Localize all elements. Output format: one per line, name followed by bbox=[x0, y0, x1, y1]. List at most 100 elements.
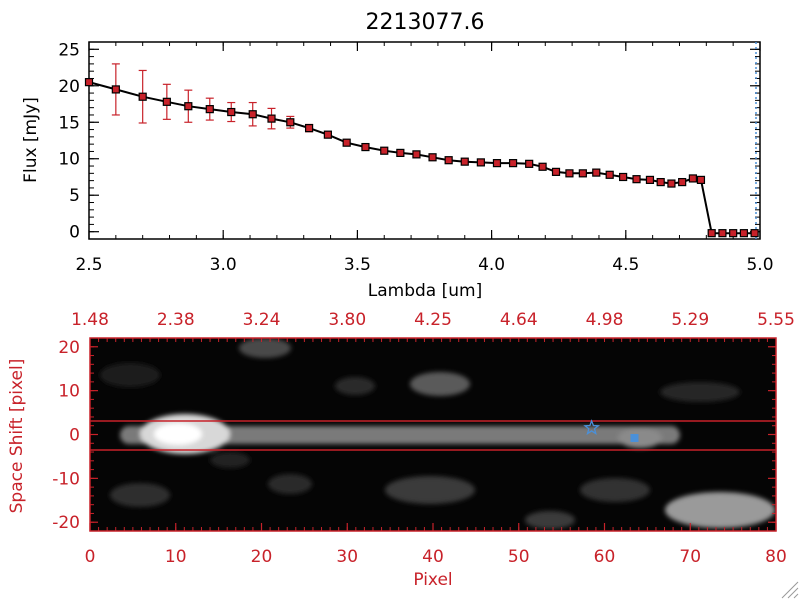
data-point bbox=[286, 118, 295, 127]
image-ticks bbox=[89, 337, 777, 532]
top-axis-tick-label: 2.38 bbox=[157, 310, 195, 330]
spectrum-y-tick-label: 15 bbox=[58, 113, 80, 133]
data-point bbox=[696, 175, 706, 184]
spectrum-image-panel: 0 10 20 30 40 50 60 70 80 -20 -10 0 10 20 bbox=[52, 337, 787, 567]
data-point bbox=[578, 169, 587, 178]
data-point bbox=[538, 162, 547, 171]
data-point bbox=[304, 123, 314, 133]
image-position-markers bbox=[583, 419, 639, 443]
resize-grip-icon[interactable] bbox=[781, 581, 799, 599]
data-point bbox=[525, 159, 534, 168]
data-point bbox=[444, 156, 453, 165]
top-axis-tick-label: 4.25 bbox=[414, 310, 452, 330]
spectrum-ticks bbox=[88, 41, 761, 239]
spectrum-x-tick-label: 3.5 bbox=[344, 255, 371, 275]
data-point bbox=[592, 168, 601, 177]
data-point bbox=[361, 142, 370, 152]
spectrum-x-tick-label: 5.0 bbox=[746, 255, 773, 275]
spectrum-plot-frame bbox=[88, 41, 761, 240]
image-y-tick-label: -10 bbox=[52, 469, 80, 489]
data-point bbox=[619, 172, 628, 182]
data-point bbox=[396, 148, 405, 158]
spectrum-y-tick-label: 20 bbox=[58, 77, 80, 97]
image-x-tick-label: 60 bbox=[594, 547, 616, 567]
top-axis-tick-label: 5.29 bbox=[671, 310, 709, 330]
data-point bbox=[380, 146, 389, 155]
chart-title: 2213077.6 bbox=[366, 10, 485, 35]
spectrum-y-axis-label: Flux [mJy] bbox=[21, 97, 41, 183]
data-point bbox=[227, 107, 236, 117]
spectrum-y-tick-label: 0 bbox=[69, 223, 80, 243]
image-x-tick-label: 50 bbox=[508, 547, 530, 567]
data-point bbox=[729, 229, 738, 238]
data-point bbox=[656, 177, 665, 187]
wavelength-top-tick-labels: 1.48 2.38 3.24 3.80 4.25 4.64 4.98 5.29 5.55 bbox=[71, 310, 795, 330]
data-point bbox=[248, 110, 257, 119]
square-marker-icon bbox=[630, 434, 639, 443]
spectrum-x-tick-label: 3.0 bbox=[210, 255, 237, 275]
data-point bbox=[508, 159, 518, 168]
spectrum-y-tick-label: 5 bbox=[69, 186, 80, 206]
spectrum-x-tick-label: 2.5 bbox=[75, 255, 102, 275]
image-y-tick-label: 10 bbox=[58, 382, 80, 402]
image-blobs bbox=[100, 338, 775, 529]
image-x-tick-label: 0 bbox=[85, 547, 96, 567]
spectrum-y-tick-labels: 0 5 10 15 20 25 bbox=[58, 40, 80, 242]
data-point bbox=[718, 229, 727, 238]
spectrum-y-tick-label: 10 bbox=[58, 150, 80, 170]
image-x-tick-label: 10 bbox=[165, 547, 187, 567]
data-point bbox=[84, 78, 94, 87]
data-point bbox=[707, 229, 716, 238]
data-point bbox=[492, 159, 502, 168]
data-point bbox=[688, 174, 698, 183]
data-point bbox=[678, 177, 687, 187]
spectrum-x-tick-label: 4.0 bbox=[478, 255, 505, 275]
data-point bbox=[460, 157, 469, 166]
data-point bbox=[412, 150, 421, 159]
spectrum-panel: 2.5 3.0 3.5 4.0 4.5 5.0 0 5 10 15 20 25 bbox=[58, 40, 773, 275]
spectrum-x-tick-label: 4.5 bbox=[612, 255, 639, 275]
data-point bbox=[323, 130, 332, 139]
image-x-tick-label: 40 bbox=[422, 547, 444, 567]
data-point bbox=[632, 175, 641, 184]
image-x-axis-label: Pixel bbox=[413, 570, 452, 590]
data-point bbox=[551, 167, 561, 176]
data-point bbox=[138, 92, 147, 101]
data-point bbox=[267, 114, 276, 123]
spectrum-y-tick-label: 25 bbox=[58, 40, 80, 60]
data-point bbox=[667, 179, 676, 188]
data-point bbox=[476, 158, 485, 167]
image-y-tick-label: -20 bbox=[52, 513, 80, 533]
spectrum-x-axis-label: Lambda [um] bbox=[368, 281, 482, 301]
data-point bbox=[342, 138, 351, 147]
image-x-tick-labels: 0 10 20 30 40 50 60 70 80 bbox=[85, 547, 787, 567]
star-marker-icon bbox=[583, 419, 601, 436]
spectrum-markers bbox=[84, 78, 759, 238]
data-point bbox=[645, 175, 655, 184]
data-point bbox=[111, 85, 120, 94]
data-point bbox=[565, 169, 574, 178]
data-point bbox=[205, 105, 214, 114]
top-axis-tick-label: 4.64 bbox=[500, 310, 538, 330]
spectrum-x-tick-labels: 2.5 3.0 3.5 4.0 4.5 5.0 bbox=[75, 255, 773, 275]
image-y-tick-labels: -20 -10 0 10 20 bbox=[52, 338, 80, 533]
image-x-tick-label: 30 bbox=[336, 547, 358, 567]
data-point bbox=[428, 153, 437, 162]
top-axis-tick-label: 5.55 bbox=[757, 310, 795, 330]
image-y-tick-label: 0 bbox=[69, 426, 80, 446]
top-axis-tick-label: 3.80 bbox=[328, 310, 366, 330]
data-point bbox=[739, 229, 748, 238]
image-y-tick-label: 20 bbox=[58, 338, 80, 358]
image-y-axis-label: Space Shift [pixel] bbox=[7, 359, 27, 514]
data-point bbox=[750, 229, 759, 238]
data-point bbox=[605, 170, 614, 179]
data-point bbox=[184, 102, 193, 111]
data-point bbox=[162, 97, 171, 106]
image-x-tick-label: 20 bbox=[251, 547, 273, 567]
top-axis-tick-label: 1.48 bbox=[71, 310, 109, 330]
top-axis-tick-label: 4.98 bbox=[586, 310, 624, 330]
top-axis-tick-label: 3.24 bbox=[243, 310, 281, 330]
image-x-tick-label: 70 bbox=[679, 547, 701, 567]
image-x-tick-label: 80 bbox=[765, 547, 787, 567]
